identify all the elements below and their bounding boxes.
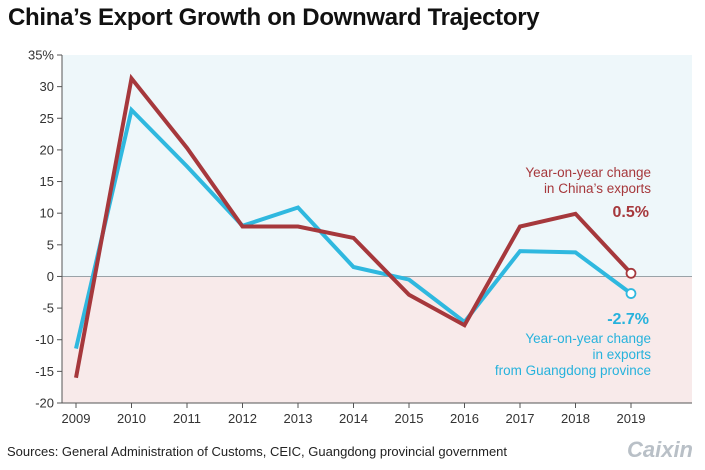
x-tick-label: 2014 [339, 411, 368, 426]
china-series-line [74, 73, 633, 379]
y-tick-label: 5 [47, 237, 54, 252]
china-series-label: Year-on-year change in China’s exports [525, 165, 651, 197]
china-label-line2: in China’s exports [543, 181, 651, 196]
guangdong-label-line2: in exports [592, 347, 651, 362]
y-tick-label: 15 [40, 174, 54, 189]
y-tick-label: -15 [35, 364, 54, 379]
china-endpoint-marker [625, 267, 637, 279]
x-axis: 2009 2010 2011 2012 2013 2014 2015 2016 2017 2018… [62, 402, 692, 426]
china-label-line1: Year-on-year change [525, 165, 651, 180]
x-tick-label: 2018 [561, 411, 590, 426]
x-tick-label: 2017 [506, 411, 535, 426]
y-tick-label: -20 [35, 396, 54, 411]
y-tick-label: -5 [42, 301, 54, 316]
negative-background [62, 276, 692, 403]
caixin-logo: Caixin [626, 437, 693, 462]
guangdong-endpoint-marker [625, 288, 637, 299]
y-tick-label: -10 [35, 332, 54, 347]
y-tick-label: 20 [40, 142, 54, 157]
x-tick-label: 2015 [395, 411, 424, 426]
y-tick-label: 25 [40, 111, 54, 126]
y-tick-label: 0 [47, 269, 54, 284]
guangdong-label-line3: from Guangdong province [494, 363, 651, 378]
y-tick-label: 30 [40, 79, 54, 94]
guangdong-series-line [74, 106, 633, 350]
x-tick-label: 2011 [173, 411, 201, 426]
x-tick-label: 2009 [62, 411, 91, 426]
source-note: Sources: General Administration of Custo… [7, 444, 508, 459]
x-tick-label: 2019 [617, 411, 646, 426]
guangdong-label-line1: Year-on-year change [525, 331, 651, 346]
y-tick-label: 10 [40, 206, 54, 221]
china-value-label: 0.5% [612, 204, 649, 221]
guangdong-value-label: -2.7% [607, 311, 649, 328]
positive-background [62, 55, 692, 277]
x-tick-label: 2013 [284, 411, 313, 426]
guangdong-series-label: Year-on-year change in exports from Guan… [495, 331, 651, 379]
y-axis: 35% 30 25 20 15 10 5 0 -5 -10 -15 -20 [28, 48, 63, 411]
y-tick-label: 35% [28, 48, 54, 63]
x-tick-label: 2016 [450, 411, 479, 426]
chart-title: China’s Export Growth on Downward Trajec… [8, 4, 540, 31]
x-tick-label: 2010 [117, 411, 146, 426]
x-tick-label: 2012 [228, 411, 257, 426]
